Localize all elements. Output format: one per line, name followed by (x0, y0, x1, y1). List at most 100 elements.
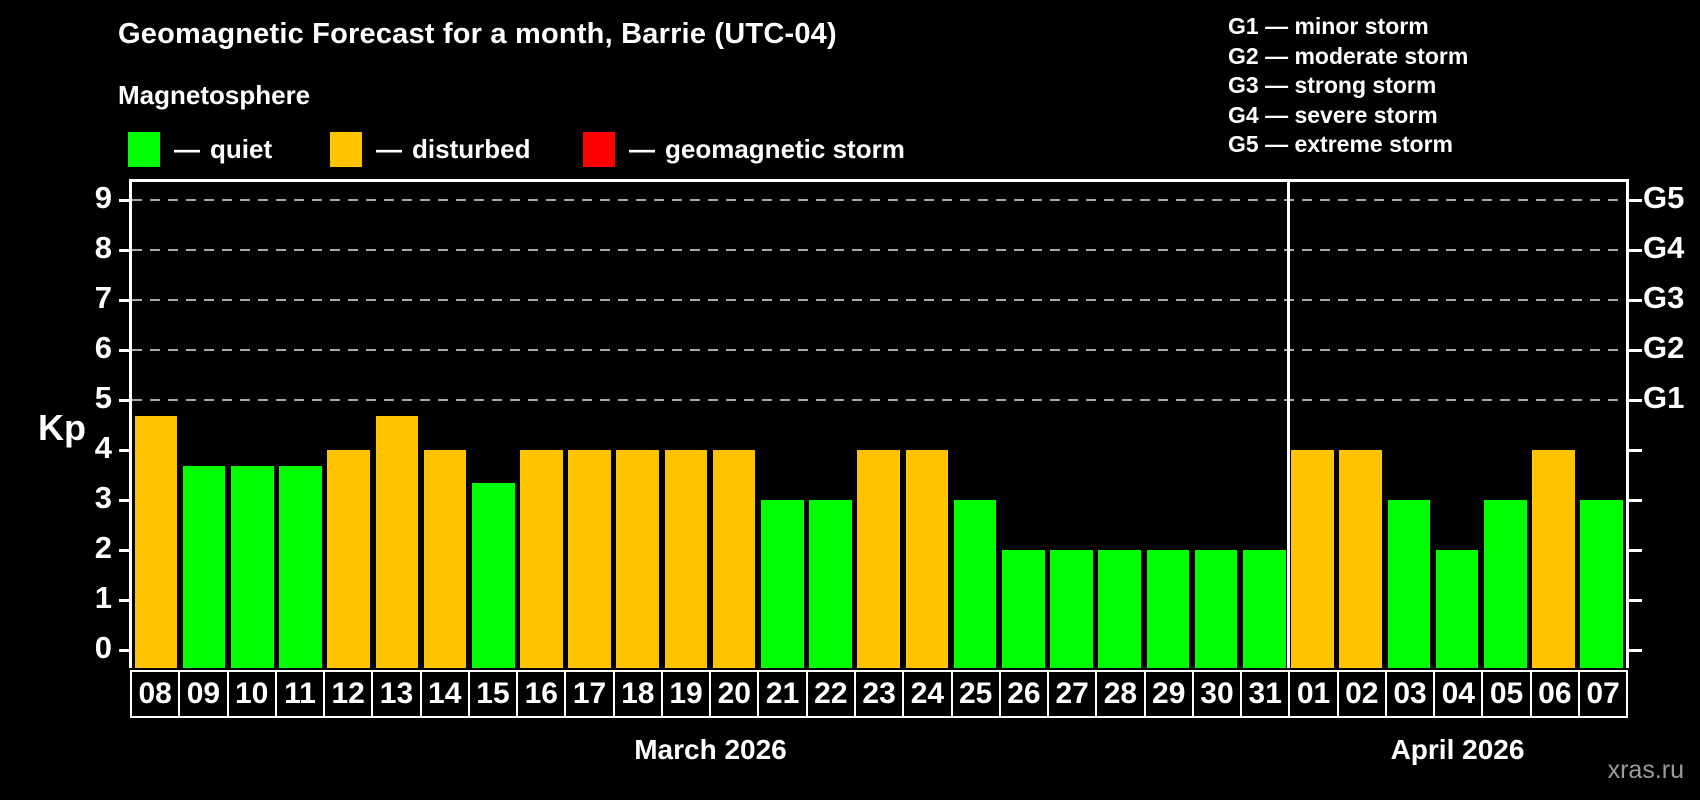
date-cell-08: 08 (130, 670, 181, 718)
right-axis-label-g4: G4 (1643, 230, 1685, 265)
y-tick-left-5 (119, 399, 132, 402)
kp-bar-19 (664, 450, 708, 668)
date-cell-18: 18 (612, 670, 663, 718)
y-tick-left-4 (119, 449, 132, 452)
month-label-0: March 2026 (634, 734, 787, 765)
kp-bar-03 (1387, 500, 1431, 668)
kp-bar-14 (423, 450, 467, 668)
kp-bar-02 (1339, 450, 1382, 668)
plot-inner (132, 182, 1626, 668)
kp-bar-01 (1291, 450, 1334, 668)
y-tick-label-6: 6 (94, 330, 112, 365)
g-legend-line-g3: G3 — strong storm (1228, 72, 1437, 98)
y-tick-left-2 (119, 549, 132, 552)
kp-bar-30 (1194, 550, 1238, 668)
y-tick-right-3 (1629, 499, 1642, 502)
kp-bar-13 (375, 416, 419, 668)
date-cell-09: 09 (178, 670, 229, 718)
date-cell-04: 04 (1433, 670, 1484, 718)
y-tick-right-5 (1629, 399, 1642, 402)
date-cell-06: 06 (1529, 670, 1580, 718)
g-legend-line-g4: G4 — severe storm (1228, 101, 1438, 128)
kp-bar-07 (1580, 500, 1623, 668)
date-cell-01: 01 (1288, 670, 1339, 718)
g-legend-line-g1: G1 — minor storm (1228, 13, 1429, 39)
y-tick-label-3: 3 (94, 480, 112, 515)
y-tick-left-1 (119, 599, 132, 602)
date-cell-30: 30 (1191, 670, 1243, 718)
legend-label: geomagnetic storm (665, 133, 905, 164)
y-tick-label-5: 5 (94, 380, 112, 415)
y-tick-label-9: 9 (94, 180, 112, 215)
kp-bar-23 (857, 450, 901, 668)
y-tick-right-6 (1629, 349, 1642, 352)
kp-bar-24 (905, 450, 949, 668)
kp-bar-16 (520, 450, 563, 668)
kp-bar-15 (471, 483, 515, 668)
date-cell-17: 17 (564, 670, 615, 718)
date-cell-27: 27 (1047, 670, 1098, 718)
kp-bar-25 (953, 500, 997, 668)
g-legend-line-g5: G5 — extreme storm (1228, 131, 1453, 157)
legend-item-quiet: — quiet (128, 129, 272, 169)
y-tick-label-8: 8 (94, 230, 112, 265)
y-tick-left-6 (119, 349, 132, 352)
date-cell-07: 07 (1577, 670, 1629, 718)
kp-bar-28 (1098, 550, 1142, 668)
gridline-kp-8 (132, 249, 1626, 251)
gridline-kp-6 (132, 349, 1626, 351)
date-cell-21: 21 (757, 670, 808, 718)
y-tick-right-7 (1629, 299, 1642, 302)
date-cell-11: 11 (274, 670, 326, 718)
kp-bar-04 (1435, 550, 1479, 668)
plot-area (129, 179, 1629, 668)
y-tick-left-7 (119, 299, 132, 302)
date-cell-25: 25 (950, 670, 1001, 718)
kp-bar-12 (327, 450, 370, 668)
legend-label: quiet (210, 133, 273, 164)
month-label-1: April 2026 (1390, 734, 1525, 765)
right-axis-label-g2: G2 (1643, 330, 1685, 365)
y-tick-right-1 (1629, 599, 1642, 602)
date-cell-22: 22 (805, 670, 856, 718)
y-tick-label-7: 7 (94, 280, 112, 315)
y-tick-label-0: 0 (94, 630, 112, 665)
y-tick-left-8 (119, 249, 132, 252)
y-tick-right-0 (1629, 649, 1642, 652)
date-axis-row: 08 09 10 11 12 13 14 15 16 17 18 19 20 21 22 23 24 25 26 27… (130, 670, 1629, 718)
date-cell-02: 02 (1336, 670, 1387, 718)
g-scale-legend: G1 — minor storm G2 — moderate storm G3 — … (1228, 12, 1468, 160)
legend-swatch-storm (583, 131, 615, 167)
legend-item-storm: — geomagnetic storm (583, 129, 905, 169)
month-separator (1287, 182, 1291, 668)
date-cell-13: 13 (371, 670, 422, 718)
kp-bar-18 (616, 450, 660, 668)
gridline-kp-9 (132, 199, 1626, 201)
legend-swatch-disturbed (330, 131, 362, 167)
y-tick-right-4 (1629, 449, 1642, 452)
watermark: xras.ru (1607, 756, 1684, 784)
date-cell-28: 28 (1095, 670, 1146, 718)
kp-bar-11 (279, 466, 322, 668)
y-axis-title: Kp (38, 407, 86, 448)
date-cell-14: 14 (419, 670, 470, 718)
date-cell-24: 24 (902, 670, 953, 718)
legend-label: disturbed (412, 133, 531, 164)
date-cell-20: 20 (709, 670, 760, 718)
date-cell-26: 26 (998, 670, 1050, 718)
kp-bar-29 (1146, 550, 1190, 668)
date-cell-05: 05 (1481, 670, 1532, 718)
kp-bar-20 (712, 450, 756, 668)
y-tick-right-8 (1629, 249, 1642, 252)
legend-dash: — (174, 133, 200, 164)
date-cell-12: 12 (323, 670, 374, 718)
date-cell-29: 29 (1143, 670, 1194, 718)
g-legend-line-g2: G2 — moderate storm (1228, 42, 1469, 69)
date-cell-23: 23 (853, 670, 905, 718)
right-axis-label-g1: G1 (1643, 380, 1685, 415)
date-cell-15: 15 (467, 670, 519, 718)
y-tick-left-0 (119, 649, 132, 652)
y-tick-right-2 (1629, 549, 1642, 552)
legend-item-disturbed: — disturbed (330, 129, 530, 169)
